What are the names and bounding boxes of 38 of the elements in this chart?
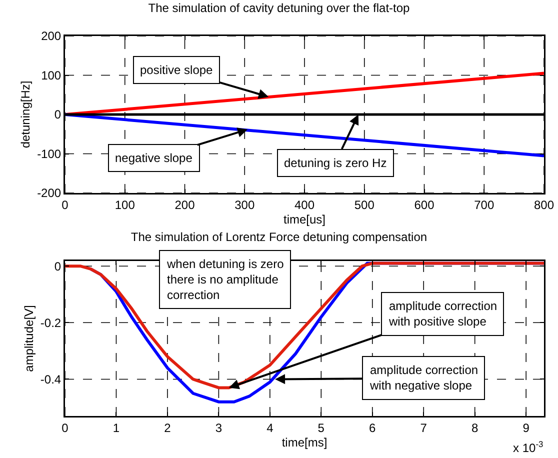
x-tick-label: 3: [215, 420, 222, 435]
y-tick-label: -0.2: [40, 316, 62, 330]
x-tick-label: 9: [522, 420, 530, 435]
x-tick-label: 700: [474, 198, 494, 212]
y-axis-title: amplitude[V]: [22, 305, 36, 372]
y-tick-label: -200: [37, 186, 62, 200]
x-tick-label: 2: [164, 420, 172, 435]
annotation: negative slope: [115, 151, 193, 165]
y-tick-label: -0.4: [40, 372, 62, 386]
x-tick-label: 300: [234, 198, 255, 212]
annotation: positive slope: [140, 63, 214, 77]
x-tick-label: 4: [266, 420, 274, 435]
x-tick-label: 1: [112, 420, 120, 435]
x-tick-label: 600: [414, 198, 435, 212]
annotation: amplitude correction with negative slope: [369, 363, 478, 393]
x-tick-label: 5: [318, 420, 325, 435]
x-axis-title: time[us]: [283, 212, 326, 227]
text: x 10$^{-3}$: [513, 439, 544, 456]
y-tick-label: 0: [54, 108, 62, 122]
annotation: amplitude correction with positive slope: [388, 299, 498, 329]
y-tick-label: -100: [37, 146, 62, 161]
y-tick-label: 200: [41, 29, 62, 44]
y-tick-label: 0: [54, 259, 62, 274]
annotation: detuning is zero Hz: [284, 156, 387, 170]
y-axis-title: detuning[Hz]: [18, 80, 33, 148]
y-tick-label: 100: [41, 68, 62, 82]
annotation: when detuning is zero there is no amplitude correction: [166, 257, 284, 302]
x-tick-label: 500: [354, 198, 375, 212]
x-tick-label: 200: [174, 198, 196, 212]
x-axis-title: time[ms]: [282, 436, 328, 450]
chart-title: The simulation of Lorentz Force detuning compensation: [130, 230, 428, 244]
chart-title: The simulation of cavity detuning over the flat-top: [148, 0, 410, 15]
x-tick-label: 6: [369, 420, 376, 435]
x-tick-label: 800: [534, 198, 554, 212]
x-tick-label: 8: [471, 420, 478, 435]
x-tick-label: 400: [294, 198, 315, 212]
x-tick-label: 7: [420, 420, 428, 435]
x-tick-label: 100: [114, 198, 136, 212]
